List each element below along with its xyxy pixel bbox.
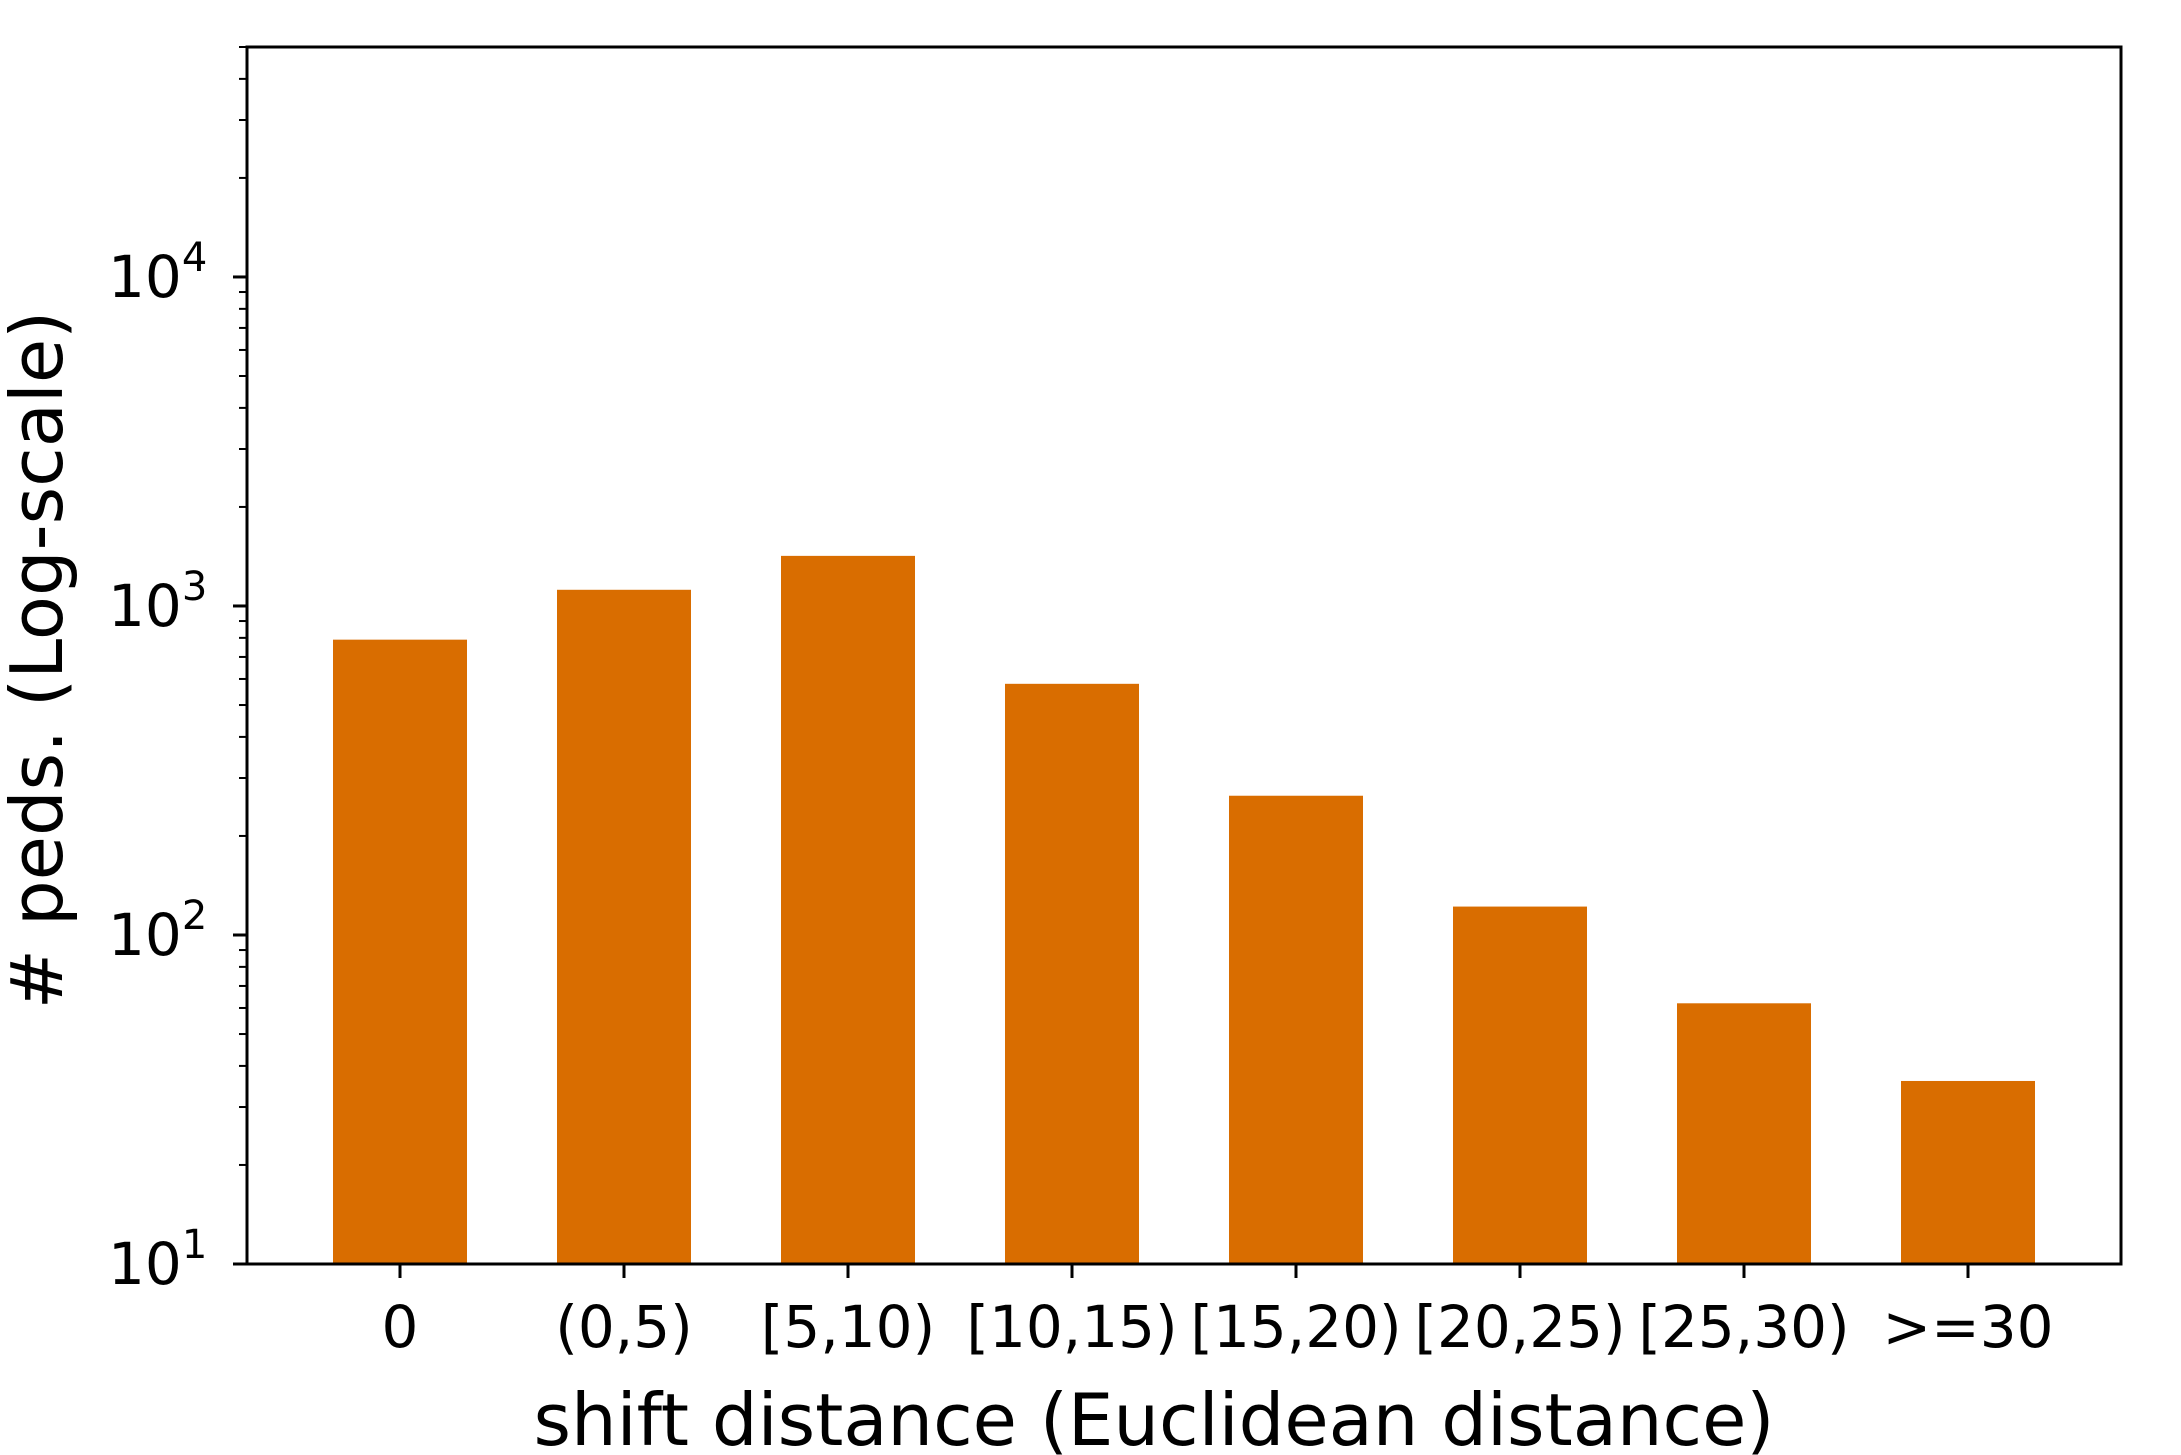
x-tick-label: (0,5)	[555, 1293, 693, 1361]
bar-0	[333, 639, 467, 1264]
x-tick-label: [25,30)	[1638, 1293, 1849, 1361]
y-tick-label: 102	[108, 893, 207, 969]
y-axis-ticks: 101 102 103 104	[108, 46, 247, 1298]
bar-4	[1229, 795, 1363, 1264]
x-tick-label: 0	[382, 1293, 419, 1361]
x-tick-label: [5,10)	[761, 1293, 935, 1361]
y-axis-label: # peds. (Log-scale)	[0, 311, 79, 1009]
bar-2	[781, 555, 915, 1264]
x-tick-label: [20,25)	[1414, 1293, 1625, 1361]
bar-7	[1901, 1080, 2035, 1264]
bar-5	[1453, 906, 1587, 1264]
y-tick-label: 104	[108, 235, 207, 311]
x-axis-ticks: 0 (0,5) [5,10) [10,15) [15,20) [20,25) [25,30)…	[382, 1264, 2054, 1361]
y-tick-label: 101	[108, 1222, 207, 1298]
x-tick-label: [15,20)	[1190, 1293, 1401, 1361]
x-tick-label: >=30	[1883, 1293, 2054, 1361]
y-tick-label: 103	[108, 564, 207, 640]
bar-3	[1005, 683, 1139, 1264]
bars-group	[333, 555, 2035, 1264]
plot-frame	[245, 45, 2123, 1266]
bar-6	[1677, 1003, 1811, 1264]
x-tick-label: [10,15)	[966, 1293, 1177, 1361]
bar-1	[557, 589, 691, 1264]
x-axis-label: shift distance (Euclidean distance)	[534, 1378, 1775, 1455]
